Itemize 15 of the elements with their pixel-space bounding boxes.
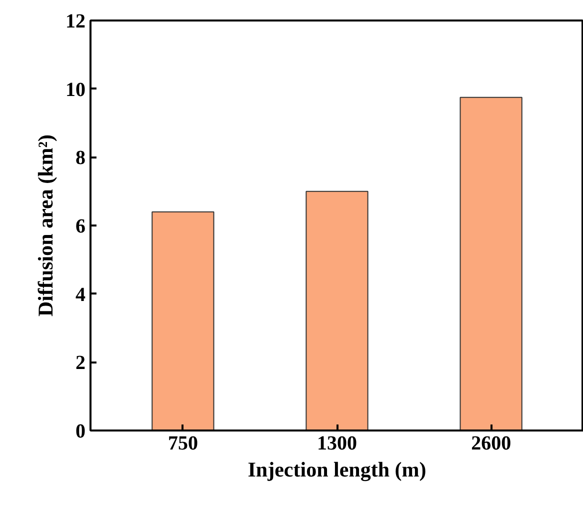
y-tick-label: 4 [76, 284, 86, 306]
x-tick-label: 2600 [471, 432, 512, 454]
y-tick-label: 8 [76, 147, 86, 170]
y-tick-label: 0 [76, 420, 86, 442]
x-axis-title: Injection length (m) [248, 458, 426, 482]
y-axis-title: Diffusion area (km²) [34, 134, 58, 317]
y-tick-label: 10 [66, 78, 86, 101]
x-tick-label: 750 [168, 432, 198, 454]
bar [306, 190, 368, 430]
x-tick-label: 1300 [317, 432, 357, 454]
y-tick-label: 12 [66, 10, 86, 32]
y-tick-label: 6 [76, 216, 86, 238]
y-tick-label: 2 [76, 352, 86, 374]
bar [460, 96, 522, 430]
bar [152, 211, 214, 430]
